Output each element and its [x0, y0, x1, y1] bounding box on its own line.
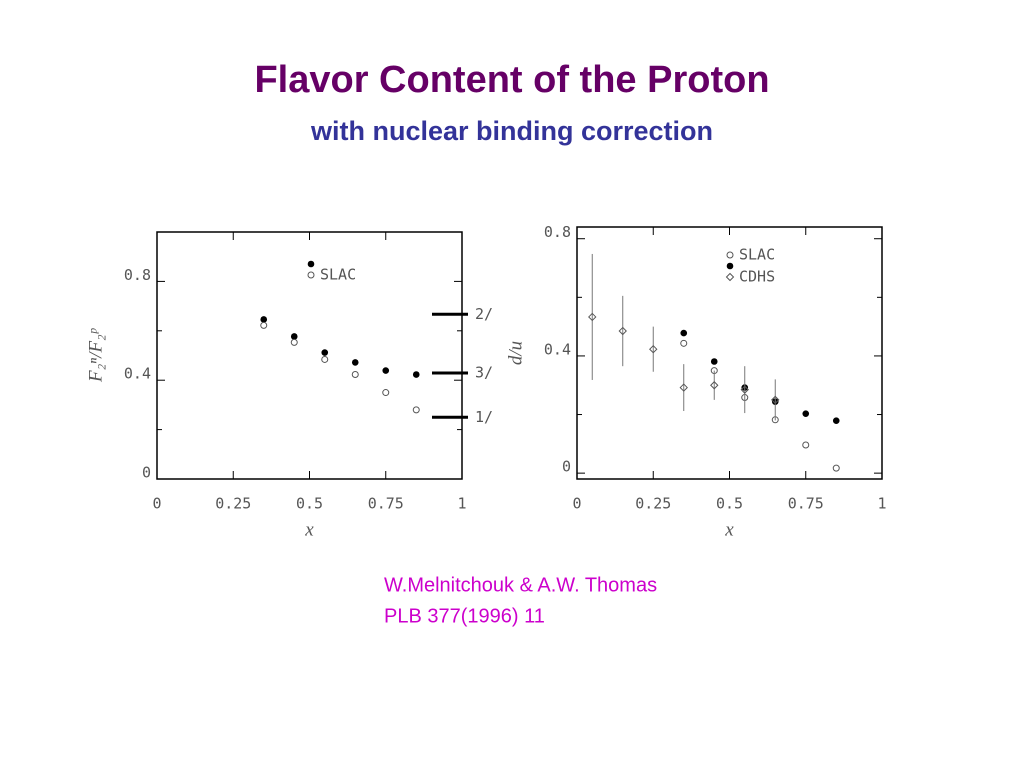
x-tick-label: 0.5 [716, 495, 743, 513]
point [351, 359, 359, 366]
point [321, 349, 329, 356]
x-axis-label: x [304, 519, 314, 540]
legend-label: SLAC [320, 266, 356, 284]
y-axis-label: d/u [505, 341, 526, 365]
point [740, 385, 749, 394]
legend-marker [307, 260, 315, 268]
x-tick-label: 0.25 [635, 495, 671, 513]
point [321, 355, 329, 363]
citation-line: PLB 377(1996) 11 [384, 605, 545, 627]
legend-label: SLAC [739, 246, 775, 264]
x-tick-label: 0.75 [368, 495, 404, 513]
point [710, 381, 719, 390]
point [412, 406, 420, 414]
y-tick-label: 0 [142, 464, 151, 482]
legend-marker [307, 271, 315, 279]
legend-marker [726, 251, 734, 259]
point [618, 326, 627, 336]
legend-marker [725, 272, 735, 282]
legend-marker [726, 262, 734, 270]
x-tick-label: 0 [572, 495, 581, 513]
x-tick-label: 0.75 [788, 495, 824, 513]
title: Flavor Content of the Proton [254, 59, 769, 101]
reference-label: 2/ [475, 305, 493, 323]
y-axis-label: F₂ⁿ/F₂ᵖ [85, 327, 106, 383]
point [832, 417, 840, 424]
point [260, 316, 268, 323]
point [382, 389, 390, 397]
point [290, 338, 298, 346]
point [680, 339, 688, 347]
y-tick-label: 0.8 [544, 223, 571, 241]
y-tick-label: 0.8 [124, 266, 151, 284]
x-axis-label: x [724, 519, 734, 540]
point [412, 371, 420, 378]
x-tick-label: 0.5 [296, 495, 323, 513]
point [771, 395, 780, 405]
x-tick-label: 1 [457, 495, 466, 513]
plot-frame [156, 231, 463, 480]
subtitle: with nuclear binding correction [310, 116, 713, 146]
point [680, 329, 688, 337]
point [710, 358, 718, 365]
citation-line: W.Melnitchouk & A.W. Thomas [384, 574, 657, 596]
x-tick-label: 0.25 [215, 495, 251, 513]
x-tick-label: 1 [877, 495, 886, 513]
point [290, 333, 298, 340]
point [649, 344, 658, 354]
x-tick-label: 0 [152, 495, 161, 513]
reference-label: 3/ [475, 364, 493, 382]
y-tick-label: 0 [562, 458, 571, 476]
point [588, 312, 597, 322]
point [679, 383, 688, 392]
reference-label: 1/ [475, 408, 493, 426]
legend-label: CDHS [739, 268, 775, 286]
y-tick-label: 0.4 [544, 340, 571, 358]
point [802, 441, 810, 449]
point [382, 367, 390, 374]
y-tick-label: 0.4 [124, 365, 151, 383]
point [260, 321, 268, 329]
point [832, 464, 840, 472]
point [802, 410, 810, 417]
point [351, 371, 359, 379]
